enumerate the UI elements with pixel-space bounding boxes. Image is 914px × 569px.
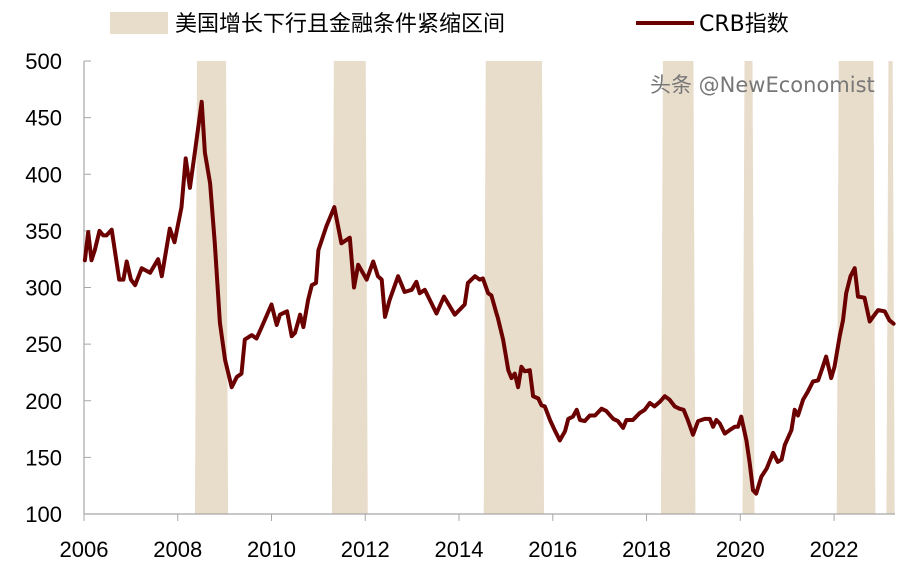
y-tick-label: 300: [25, 276, 62, 301]
watermark: 头条 @NewEconomist: [650, 73, 875, 97]
crb-index-line: [82, 99, 896, 496]
shaded-region: [483, 61, 545, 514]
shaded-region: [194, 61, 229, 514]
legend-label-shaded-region: 美国增长下行且金融条件紧缩区间: [175, 12, 505, 37]
y-tick-label: 400: [25, 162, 62, 187]
shaded-regions: [194, 61, 895, 514]
y-tick-label: 150: [25, 445, 62, 470]
x-tick-label: 2008: [153, 537, 202, 562]
axes: 100 150 200 250 300 350 400 450 500 2006 2008 2010 2…: [25, 49, 895, 562]
x-tick-label: 2018: [622, 537, 671, 562]
x-tick-label: 2014: [435, 537, 484, 562]
shaded-region: [886, 61, 895, 514]
y-tick-label: 350: [25, 219, 62, 244]
y-tick-label: 450: [25, 106, 62, 131]
y-tick-label: 500: [25, 49, 62, 74]
x-tick-label: 2006: [60, 537, 109, 562]
x-tick-label: 2012: [341, 537, 390, 562]
x-tick-label: 2010: [247, 537, 296, 562]
legend-label-crb: CRB指数: [699, 12, 789, 37]
series-layer: [82, 99, 896, 496]
x-tick-label: 2022: [810, 537, 859, 562]
y-tick-label: 100: [25, 502, 62, 527]
x-tick-label: 2020: [716, 537, 765, 562]
legend-swatch-shaded-region: [110, 12, 168, 34]
y-tick-label: 250: [25, 332, 62, 357]
shaded-region: [331, 61, 368, 514]
legend: 美国增长下行且金融条件紧缩区间 CRB指数: [110, 12, 789, 37]
shaded-region: [660, 61, 696, 514]
x-tick-label: 2016: [528, 537, 577, 562]
shaded-region: [742, 61, 755, 514]
y-tick-label: 200: [25, 389, 62, 414]
